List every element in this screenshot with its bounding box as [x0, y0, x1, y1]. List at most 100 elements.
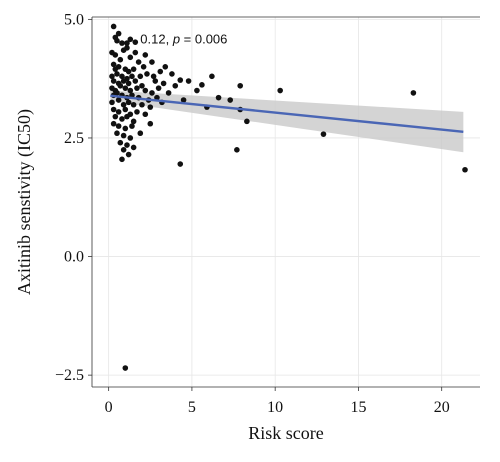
axes: 0 5 10 15 20 −2.5 0.0 2.5 5.0: [55, 11, 480, 416]
data-point: [150, 73, 157, 80]
data-point: [110, 120, 117, 127]
data-point: [115, 30, 122, 37]
data-point: [129, 123, 135, 129]
data-point: [124, 113, 130, 120]
data-point: [127, 135, 134, 141]
data-point: [134, 85, 140, 91]
data-point: [114, 71, 120, 77]
data-point: [142, 111, 149, 118]
data-point: [149, 59, 155, 65]
data-point: [152, 78, 159, 84]
data-point: [132, 39, 139, 45]
data-point: [137, 73, 144, 80]
data-point: [130, 101, 137, 108]
y-tick-label: 5.0: [64, 11, 84, 28]
data-point: [277, 87, 283, 94]
data-point: [119, 40, 125, 46]
data-point: [120, 132, 127, 139]
data-point: [130, 66, 137, 72]
data-point: [132, 78, 139, 84]
data-point: [149, 90, 155, 96]
data-point: [160, 80, 167, 87]
x-tick-label: 15: [350, 399, 366, 416]
data-point: [172, 82, 179, 89]
data-point: [132, 49, 139, 56]
data-point: [154, 94, 160, 101]
x-tick-label: 5: [188, 399, 196, 416]
data-point: [117, 139, 124, 146]
x-tick-label: 20: [434, 399, 450, 416]
data-point: [139, 101, 145, 108]
data-point: [129, 73, 135, 80]
data-point: [112, 52, 119, 58]
data-point: [115, 97, 122, 103]
data-point: [227, 97, 234, 103]
data-point: [112, 113, 119, 120]
y-axis-label: Axitinib senstivity (IC50): [14, 109, 35, 295]
data-point: [215, 94, 222, 101]
plot-panel: [92, 17, 480, 387]
data-point: [135, 59, 142, 65]
data-point: [119, 116, 125, 122]
data-point: [110, 78, 117, 84]
data-point: [194, 87, 200, 94]
data-point: [169, 71, 175, 77]
data-point: [119, 156, 125, 163]
data-point: [209, 73, 215, 80]
data-point: [155, 85, 162, 91]
data-point: [162, 64, 169, 70]
data-point: [165, 90, 172, 96]
data-point: [462, 166, 468, 173]
data-point: [180, 97, 187, 103]
data-point: [157, 68, 164, 75]
data-point: [177, 161, 184, 167]
data-point: [115, 123, 122, 129]
data-point: [125, 68, 132, 75]
data-point: [125, 99, 132, 106]
data-point: [147, 120, 154, 127]
y-tick-label: 2.5: [64, 130, 84, 147]
data-point: [110, 23, 117, 30]
data-point: [147, 104, 154, 110]
data-point: [109, 73, 115, 80]
data-point: [139, 82, 145, 89]
data-point: [125, 80, 132, 87]
data-point: [320, 131, 327, 137]
data-point: [127, 54, 134, 61]
data-point: [144, 71, 150, 77]
data-point: [130, 144, 137, 151]
data-point: [122, 125, 129, 132]
data-point: [119, 73, 125, 80]
data-point: [120, 101, 127, 108]
data-point: [244, 118, 250, 125]
data-point: [142, 87, 149, 94]
data-point: [117, 82, 124, 89]
data-point: [114, 90, 120, 96]
data-point: [114, 130, 120, 137]
data-point: [120, 47, 127, 54]
x-tick-label: 0: [105, 399, 113, 416]
data-point: [137, 130, 144, 137]
data-point: [234, 147, 240, 153]
annotation-prefix: 0.12,: [140, 31, 173, 46]
data-point: [134, 109, 140, 115]
grid: [92, 17, 480, 387]
x-tick-label: 10: [267, 399, 283, 416]
data-point: [124, 142, 130, 148]
data-point: [130, 118, 137, 125]
data-point: [122, 365, 129, 371]
data-point: [124, 40, 130, 46]
data-point: [237, 82, 244, 89]
y-tick-label: −2.5: [55, 367, 84, 384]
data-point: [114, 37, 120, 44]
data-point: [127, 87, 134, 94]
fit-line: [110, 94, 464, 133]
data-point: [140, 64, 147, 70]
regression-line: [110, 94, 464, 133]
points: [109, 23, 468, 371]
x-axis-label: Risk score: [248, 423, 324, 443]
data-point: [122, 106, 129, 113]
y-tick-label: 0.0: [64, 249, 84, 266]
